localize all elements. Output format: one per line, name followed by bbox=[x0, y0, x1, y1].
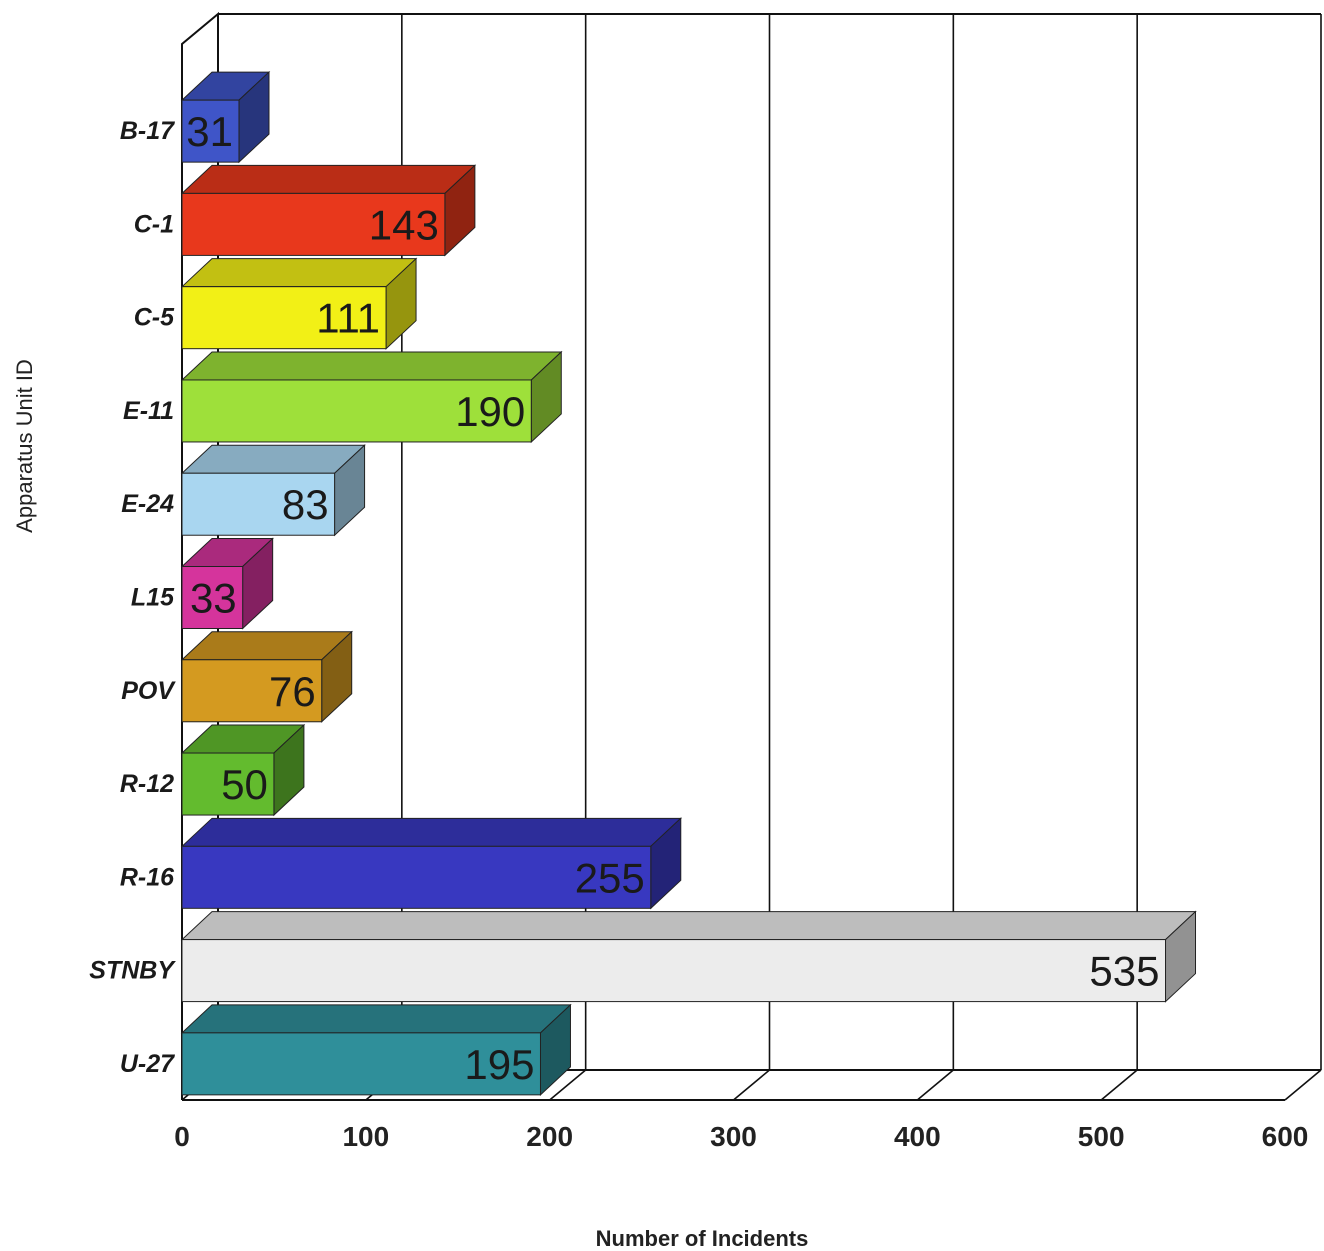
floor-tick bbox=[1284, 1069, 1322, 1101]
data-label-L15: 33 bbox=[190, 575, 237, 622]
bar-front-face bbox=[181, 566, 244, 629]
floor-tick bbox=[732, 1069, 771, 1101]
bar-STNBY bbox=[180, 910, 1197, 1003]
labels: 0 100 200 300 400 500 600 31 B-17 143 C-1 111 C-5 190… bbox=[89, 108, 1308, 1152]
category-label-E-24: E-24 bbox=[121, 490, 174, 518]
bar-front-face bbox=[181, 99, 240, 163]
data-label-E-11: 190 bbox=[455, 388, 525, 435]
x-axis-title: Number of Incidents bbox=[596, 1226, 809, 1251]
x-tick-label: 300 bbox=[710, 1121, 757, 1152]
bar-front-face bbox=[181, 192, 446, 256]
bar-E-11 bbox=[180, 350, 563, 444]
bar-top-face bbox=[180, 911, 1197, 941]
data-label-R-16: 255 bbox=[575, 854, 645, 901]
bars bbox=[180, 70, 1197, 1097]
category-label-E-11: E-11 bbox=[123, 397, 174, 425]
data-label-B-17: 31 bbox=[186, 108, 233, 155]
bar-U-27 bbox=[180, 1003, 572, 1097]
data-label-C-1: 143 bbox=[369, 201, 439, 248]
bar-front-face bbox=[181, 379, 532, 443]
x-tick-label: 200 bbox=[526, 1121, 573, 1152]
category-label-R-12: R-12 bbox=[120, 770, 174, 798]
floor-tick bbox=[916, 1069, 954, 1101]
category-label-R-16: R-16 bbox=[120, 863, 175, 891]
x-tick-label: 100 bbox=[342, 1121, 389, 1152]
x-tick-label: 600 bbox=[1262, 1121, 1309, 1152]
x-tick-label: 500 bbox=[1078, 1121, 1125, 1152]
bar-front-face bbox=[181, 845, 652, 909]
category-label-B-17: B-17 bbox=[120, 117, 175, 145]
category-label-U-27: U-27 bbox=[120, 1050, 175, 1078]
data-label-R-12: 50 bbox=[221, 761, 268, 808]
data-label-POV: 76 bbox=[269, 668, 316, 715]
bar-front-face bbox=[181, 659, 323, 723]
bar-R-12 bbox=[180, 723, 306, 817]
x-tick-label: 400 bbox=[894, 1121, 941, 1152]
category-label-C-5: C-5 bbox=[134, 304, 175, 332]
bar-front-face bbox=[181, 286, 387, 350]
data-label-C-5: 111 bbox=[316, 295, 380, 342]
bar-front-face bbox=[181, 1032, 541, 1096]
bar-top-face bbox=[180, 444, 366, 474]
bar-front-face bbox=[181, 472, 336, 536]
data-label-STNBY: 535 bbox=[1089, 948, 1159, 995]
x-tick-label: 0 bbox=[174, 1121, 190, 1152]
category-label-POV: POV bbox=[121, 677, 176, 705]
data-label-E-24: 83 bbox=[282, 481, 329, 528]
category-label-STNBY: STNBY bbox=[89, 957, 176, 985]
category-label-C-1: C-1 bbox=[134, 210, 174, 238]
category-label-L15: L15 bbox=[131, 584, 175, 612]
bar-top-face bbox=[180, 164, 477, 194]
bar-E-24 bbox=[180, 444, 366, 537]
bar-R-16 bbox=[180, 817, 683, 910]
bar-top-face bbox=[180, 258, 418, 288]
data-label-U-27: 195 bbox=[464, 1041, 534, 1088]
bar-front-face bbox=[181, 939, 1167, 1003]
bar-C-5 bbox=[180, 257, 418, 350]
bar-L15 bbox=[180, 537, 274, 630]
floor-tick bbox=[1100, 1069, 1138, 1101]
bar-C-1 bbox=[180, 164, 477, 257]
bar-POV bbox=[180, 630, 353, 723]
bar-top-face bbox=[180, 351, 563, 381]
bar-top-face bbox=[180, 817, 683, 847]
bar-top-face bbox=[180, 1004, 572, 1034]
bar-front-face bbox=[181, 752, 275, 816]
floor-tick bbox=[549, 1069, 587, 1101]
bar-B-17 bbox=[180, 70, 271, 164]
y-axis-title: Apparatus Unit ID bbox=[12, 359, 37, 533]
